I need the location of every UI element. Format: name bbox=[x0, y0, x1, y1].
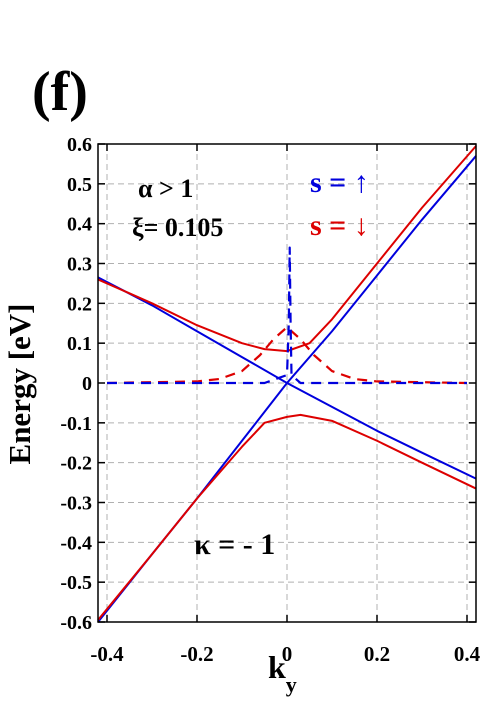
x-tick-label: 0 bbox=[282, 642, 293, 666]
y-tick-label: 0.5 bbox=[67, 174, 92, 196]
y-tick-label: 0.2 bbox=[67, 293, 92, 315]
y-tick-label: -0.2 bbox=[60, 453, 92, 475]
panel-label: (f) bbox=[32, 61, 88, 123]
y-tick-label: 0.4 bbox=[67, 214, 92, 236]
y-tick-label: -0.6 bbox=[60, 612, 92, 634]
y-tick-label: 0.6 bbox=[67, 134, 92, 156]
kappa-annotation: κ = - 1 bbox=[194, 528, 275, 561]
x-tick-label: -0.4 bbox=[90, 642, 124, 666]
y-axis-label: Energy [eV] bbox=[2, 304, 37, 465]
x-axis-label-main: k bbox=[268, 649, 286, 685]
spin-down-legend: s = ↓ bbox=[310, 209, 369, 242]
x-tick-label: 0.2 bbox=[364, 642, 390, 666]
y-tick-label: 0 bbox=[82, 373, 92, 395]
ticks: -0.4 -0.2 0 0.2 0.4 -0.6 -0.5 -0.4 -0.3 -0.2 -0.1 0… bbox=[60, 134, 480, 666]
x-tick-label: 0.4 bbox=[454, 642, 481, 666]
y-tick-label: -0.4 bbox=[60, 532, 92, 554]
y-tick-label: -0.3 bbox=[60, 493, 92, 515]
spin-up-legend: s = ↑ bbox=[310, 166, 369, 199]
alpha-annotation: α > 1 bbox=[138, 174, 193, 203]
x-axis-label: ky bbox=[268, 649, 297, 697]
xi-annotation: ξ= 0.105 bbox=[132, 213, 223, 242]
series-blue-band-b bbox=[97, 276, 477, 480]
y-tick-label: -0.1 bbox=[60, 413, 92, 435]
x-axis-label-sub: y bbox=[286, 672, 297, 697]
series-red-band-lower bbox=[97, 413, 477, 621]
x-tick-label: -0.2 bbox=[180, 642, 213, 666]
y-tick-label: -0.5 bbox=[60, 572, 92, 594]
series-blue-dashed-peak bbox=[107, 246, 467, 385]
y-tick-label: 0.3 bbox=[67, 254, 92, 276]
y-tick-label: 0.1 bbox=[67, 333, 92, 355]
series-layer bbox=[97, 145, 477, 623]
